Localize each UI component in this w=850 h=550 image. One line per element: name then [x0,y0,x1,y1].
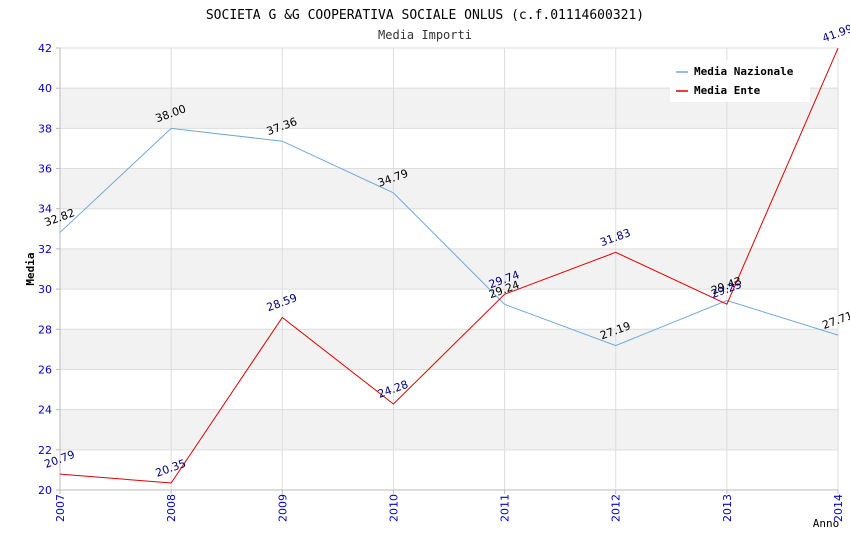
y-tick-label: 40 [38,82,52,95]
y-axis-label: Media [24,252,37,285]
series-line-media-nazionale [59,127,839,347]
plot-background [60,48,838,490]
y-tick-label: 20 [38,484,52,497]
y-tick-label: 34 [38,203,52,216]
x-tick-label: 2008 [165,494,178,522]
x-axis-label: Anno [813,517,840,530]
y-tick-label: 42 [38,42,52,55]
x-tick-label: 2007 [54,494,67,522]
plot-band [60,248,838,290]
x-tick-label: 2012 [610,494,623,522]
plot-band [60,168,838,209]
y-tick-label: 36 [38,163,52,176]
legend-label-media-nazionale: Media Nazionale [694,65,794,78]
chart-title: SOCIETA G &G COOPERATIVA SOCIALE ONLUS (… [206,8,644,23]
legend-box [670,60,810,102]
x-tick-label: 2014 [832,494,845,522]
y-tick-label: 26 [38,363,52,376]
x-tick-label: 2013 [721,494,734,522]
chart-subtitle: Media Importi [378,28,472,42]
plot-band [60,128,838,169]
series-line-media-ente [59,48,839,484]
x-tick-label: 2010 [387,494,400,522]
data-label: 41.99 [821,22,850,45]
plot-band [60,369,838,410]
plot-band [60,409,838,450]
x-tick-label: 2011 [499,494,512,522]
y-tick-label: 30 [38,283,52,296]
legend: Media Nazionale Media Ente [670,60,810,102]
series-lines [59,48,839,484]
y-axis-ticks: 20 22 24 26 28 30 32 34 36 38 40 42 [38,42,60,497]
legend-label-media-ente: Media Ente [694,84,761,97]
x-axis-ticks: 2007 2008 2009 2010 2011 2012 2013 2014 [54,490,845,522]
x-tick-label: 2009 [276,494,289,522]
y-tick-label: 28 [38,323,52,336]
plot-band [60,449,838,490]
y-tick-label: 38 [38,122,52,135]
y-tick-label: 22 [38,444,52,457]
y-tick-label: 32 [38,243,52,256]
plot-band [60,208,838,249]
y-tick-label: 24 [38,404,52,417]
